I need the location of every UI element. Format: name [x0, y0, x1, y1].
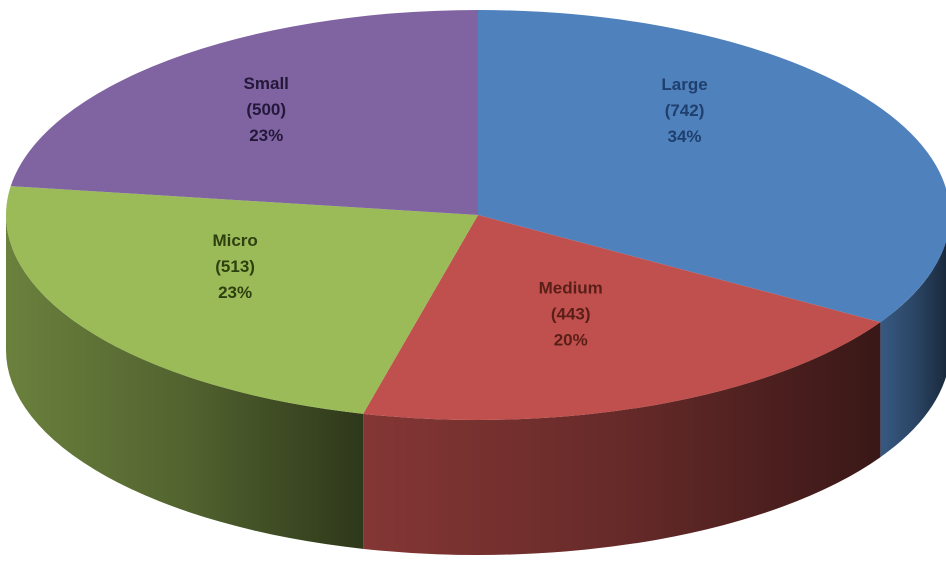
- pie-tops: [5, 10, 946, 420]
- label-large-pct: 34%: [668, 127, 702, 146]
- label-micro-count: (513): [215, 257, 255, 276]
- label-large-count: (742): [665, 101, 705, 120]
- pie-labels: Large (742) 34% Medium (443) 20% Micro (…: [212, 74, 707, 350]
- label-medium-count: (443): [551, 305, 591, 324]
- label-small-pct: 23%: [249, 126, 283, 145]
- label-micro-pct: 23%: [218, 283, 252, 302]
- pie-slice-large: [478, 10, 946, 323]
- pie-slice-medium: [363, 215, 881, 420]
- label-medium-name: Medium: [539, 279, 603, 298]
- pie-side-shade-large: [880, 241, 946, 458]
- label-small-name: Small: [244, 74, 289, 93]
- pie-sides: [6, 215, 946, 555]
- pie-side-shade-micro: [6, 215, 364, 549]
- label-large-name: Large: [661, 75, 707, 94]
- label-micro-name: Micro: [212, 231, 257, 250]
- pie-slice-small: [10, 10, 478, 215]
- pie-side-shade-medium: [363, 322, 881, 555]
- pie-slice-micro: [5, 186, 478, 414]
- label-medium-pct: 20%: [554, 331, 588, 350]
- label-small-count: (500): [246, 100, 286, 119]
